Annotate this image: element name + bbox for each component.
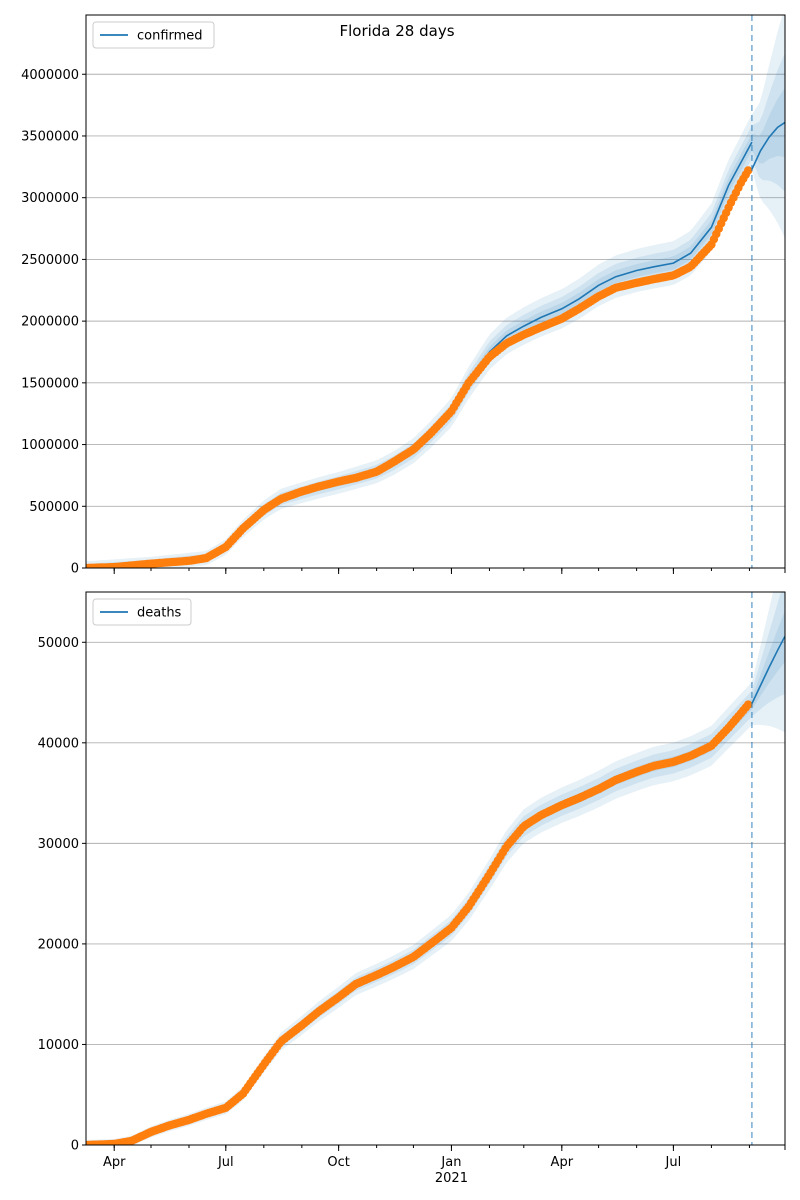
y-tick-label: 0 [71, 562, 79, 577]
x-axis [113, 568, 786, 574]
legend-label: confirmed [137, 29, 203, 44]
grid [86, 73, 785, 507]
y-tick-label: 0 [71, 1139, 79, 1154]
legend: confirmed [92, 21, 215, 49]
observed-points [86, 700, 753, 1145]
legend-label: deaths [137, 606, 182, 621]
y-tick-label: 4000000 [21, 68, 79, 83]
y-tick-label: 1500000 [21, 376, 79, 391]
x-tick-label: Apr [103, 1155, 126, 1170]
x-tick-label: Apr [551, 1155, 574, 1170]
forecast-line [751, 635, 785, 704]
x-year-label: 2021 [435, 1171, 468, 1186]
y-tick-label: 2500000 [21, 253, 79, 268]
y-tick-label: 3000000 [21, 191, 79, 206]
y-tick-label: 3500000 [21, 129, 79, 144]
y-axis: 0 10000 20000 30000 40000 50000 [38, 636, 86, 1154]
y-tick-label: 30000 [38, 837, 79, 852]
legend-box [92, 21, 215, 49]
x-tick-label: Jul [217, 1155, 234, 1170]
observed-point [744, 700, 753, 709]
axes-frame [85, 591, 786, 1146]
x-tick-label: Oct [327, 1155, 349, 1170]
y-tick-label: 1000000 [21, 438, 79, 453]
confirmed-chart-panel: 0 500000 1000000 1500000 2000000 2500000 30000… [21, 14, 786, 577]
axes-frame [85, 14, 786, 569]
y-tick-label: 40000 [38, 736, 79, 751]
y-tick-label: 20000 [38, 937, 79, 952]
forecast-line [751, 121, 785, 170]
plot-area [86, 15, 785, 568]
figure-title: Florida 28 days [339, 22, 454, 40]
y-tick-label: 2000000 [21, 315, 79, 330]
plot-area [86, 592, 785, 1145]
observed-point [744, 166, 753, 175]
x-tick-label: Jan [440, 1155, 461, 1170]
y-tick-label: 50000 [38, 636, 79, 651]
y-axis: 0 500000 1000000 1500000 2000000 2500000 30000… [21, 68, 86, 577]
y-tick-label: 500000 [29, 500, 79, 515]
x-tick-label: Jul [665, 1155, 682, 1170]
x-axis: Apr Jul Oct Jan Apr Jul 2021 [103, 1145, 786, 1186]
observed-points [86, 166, 753, 568]
legend-box [92, 598, 192, 626]
legend: deaths [92, 598, 192, 626]
y-tick-label: 10000 [38, 1038, 79, 1053]
